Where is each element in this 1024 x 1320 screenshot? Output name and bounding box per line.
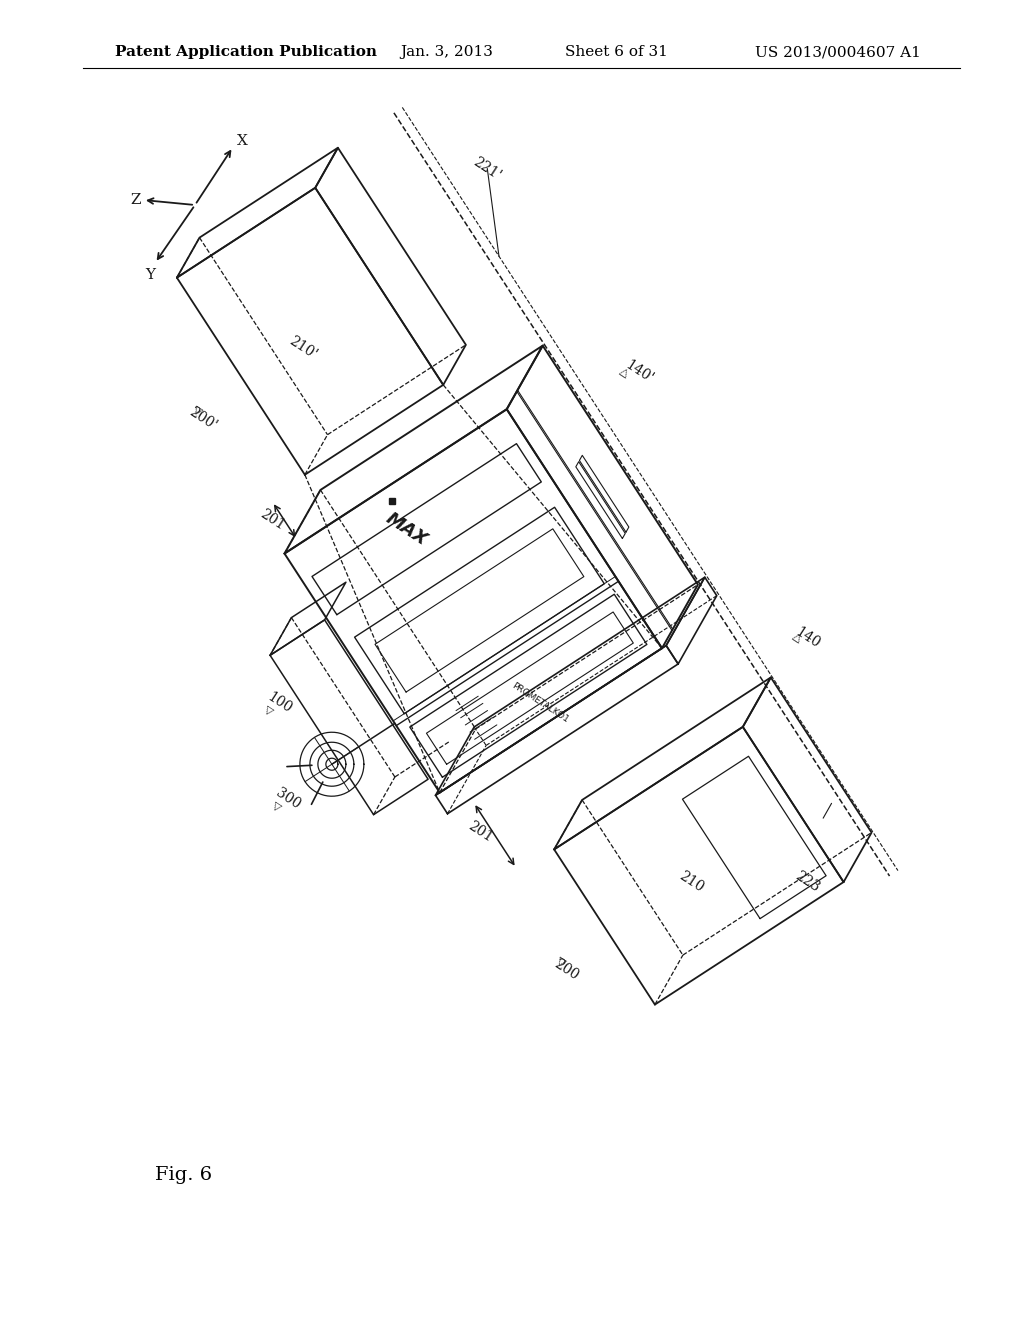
Text: 200': 200' (186, 405, 219, 433)
Text: Patent Application Publication: Patent Application Publication (115, 45, 377, 59)
Text: △: △ (618, 366, 631, 379)
Text: Jan. 3, 2013: Jan. 3, 2013 (400, 45, 493, 59)
Text: 140': 140' (623, 358, 656, 385)
Text: X: X (237, 135, 248, 148)
Text: US 2013/0004607 A1: US 2013/0004607 A1 (755, 45, 921, 59)
Text: 140: 140 (793, 624, 823, 651)
Text: △: △ (791, 631, 803, 644)
Text: Z: Z (130, 193, 140, 207)
Text: ▽: ▽ (555, 954, 567, 968)
Text: 201: 201 (257, 507, 287, 533)
Text: PROMETALKO1: PROMETALKO1 (510, 681, 569, 725)
Text: ▷: ▷ (262, 704, 274, 717)
Text: Sheet 6 of 31: Sheet 6 of 31 (565, 45, 668, 59)
Text: ▷: ▷ (190, 404, 204, 417)
Text: MAX: MAX (383, 510, 431, 549)
Text: 221': 221' (471, 154, 504, 182)
Text: 200: 200 (552, 957, 582, 982)
Text: Y: Y (145, 268, 155, 282)
Text: 210: 210 (677, 870, 707, 895)
Text: Fig. 6: Fig. 6 (155, 1166, 212, 1184)
Text: ▷: ▷ (270, 800, 284, 812)
Text: 300: 300 (273, 785, 303, 812)
Text: 223: 223 (793, 869, 822, 895)
Text: 100: 100 (265, 689, 295, 715)
Text: 201: 201 (466, 818, 496, 845)
Text: 210': 210' (287, 334, 319, 362)
